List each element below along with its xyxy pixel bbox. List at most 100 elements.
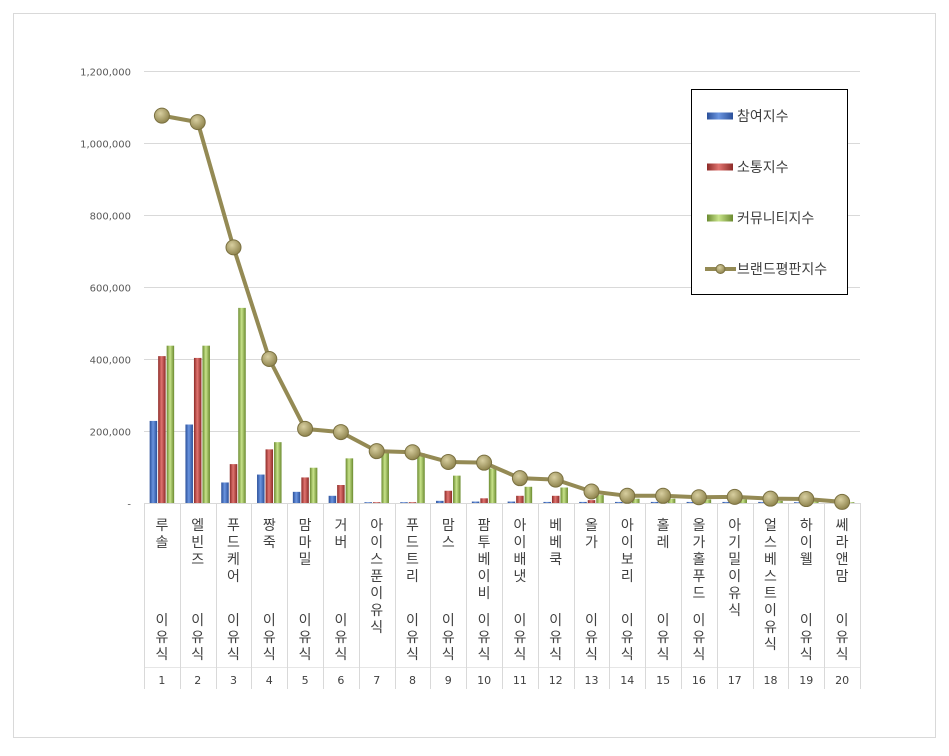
brand-index-marker — [655, 487, 672, 504]
y-tick-label: 600,000 — [90, 284, 131, 295]
bar-communication — [587, 500, 596, 503]
bar-community — [524, 486, 533, 503]
brand-index-marker — [261, 351, 278, 367]
brand-index-marker — [834, 493, 851, 510]
bar-community — [238, 307, 246, 503]
y-axis-tick-labels: - 200,000 400,000 600,000 800,000 1,000,000 1,… — [80, 68, 131, 511]
bar-communication — [516, 495, 524, 503]
bar-communication — [551, 495, 560, 503]
bar-community — [381, 451, 389, 503]
rank-label: 12 — [549, 674, 563, 687]
legend-swatch — [707, 163, 733, 171]
rank-label: 6 — [337, 674, 344, 687]
bar-participation — [615, 501, 623, 503]
rank-label: 8 — [409, 674, 416, 687]
bar-communication — [265, 449, 274, 503]
brand-index-marker — [798, 491, 815, 508]
brand-index-marker — [726, 488, 743, 505]
y-tick-label: - — [127, 500, 131, 511]
brand-index-marker — [690, 489, 707, 506]
bar-community — [166, 345, 175, 503]
rank-label: 3 — [230, 674, 237, 687]
brand-index-marker — [476, 454, 493, 471]
brand-index-marker — [619, 487, 636, 504]
bar-participation — [400, 502, 408, 503]
bar-communication — [408, 502, 417, 503]
bar-community — [488, 468, 497, 503]
bar-participation — [436, 500, 444, 503]
bar-communication — [480, 498, 488, 503]
rank-label: 15 — [656, 674, 670, 687]
legend-swatch — [707, 214, 733, 222]
legend-box — [691, 89, 848, 295]
bar-participation — [257, 474, 265, 503]
brand-index-marker — [153, 107, 170, 124]
bar-participation — [722, 501, 730, 503]
bar-community — [274, 442, 282, 503]
legend-swatch-marker — [715, 264, 726, 274]
legend-label: 브랜드평판지수 — [737, 262, 827, 278]
y-tick-label: 400,000 — [90, 356, 131, 367]
bar-participation — [364, 502, 372, 503]
bar-communication — [444, 490, 453, 503]
brand-index-line — [153, 107, 851, 510]
bar-community — [453, 475, 461, 503]
bar-community — [345, 458, 354, 503]
rank-label: 7 — [373, 674, 380, 687]
bar-communication — [301, 477, 309, 503]
rank-label: 17 — [728, 674, 742, 687]
bar-participation — [686, 501, 695, 503]
bar-participation — [543, 501, 551, 503]
bar-community — [667, 498, 676, 503]
brand-index-marker — [511, 470, 528, 487]
brand-index-marker — [297, 420, 314, 437]
bar-participation — [292, 491, 301, 503]
bar-communication — [158, 356, 166, 503]
y-tick-label: 1,200,000 — [80, 68, 131, 79]
rank-label: 13 — [585, 674, 599, 687]
bar-participation — [507, 501, 516, 503]
rank-label: 4 — [266, 674, 273, 687]
bar-participation — [149, 420, 158, 503]
bar-communication — [337, 485, 345, 503]
bar-community — [309, 467, 318, 503]
legend-label: 커뮤니티지수 — [737, 211, 814, 227]
bar-community — [703, 499, 712, 503]
rank-label: 10 — [477, 674, 491, 687]
bar-community — [560, 487, 568, 503]
bar-communication — [372, 502, 381, 503]
rank-label: 1 — [158, 674, 165, 687]
brand-index-marker — [547, 471, 564, 488]
rank-label: 5 — [302, 674, 309, 687]
rank-label: 18 — [764, 674, 778, 687]
bar-participation — [328, 495, 337, 503]
brand-index-marker — [583, 483, 600, 500]
y-tick-label: 200,000 — [90, 428, 131, 439]
bar-community — [417, 453, 425, 503]
